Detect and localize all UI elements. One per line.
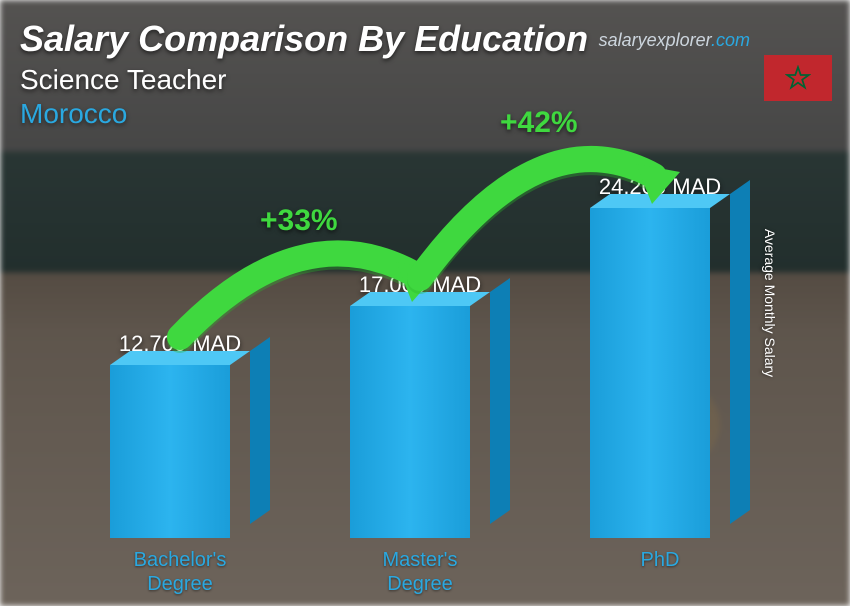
country-flag bbox=[764, 55, 832, 101]
chart-container: Salary Comparison By Education Science T… bbox=[0, 0, 850, 606]
flag-star-icon bbox=[785, 65, 811, 91]
bar-x-label: Master'sDegree bbox=[383, 548, 458, 596]
site-watermark: salaryexplorer.com bbox=[599, 30, 750, 51]
bar-side-face bbox=[730, 180, 750, 524]
bar-front-face bbox=[110, 365, 230, 538]
increment-percent: +42% bbox=[500, 106, 578, 140]
subtitle-job: Science Teacher bbox=[20, 64, 830, 96]
site-name: salaryexplorer bbox=[599, 30, 711, 50]
site-tld: .com bbox=[711, 30, 750, 50]
increment-percent: +33% bbox=[260, 204, 338, 238]
bar-x-label: PhD bbox=[641, 548, 680, 596]
bar-x-label: Bachelor'sDegree bbox=[134, 548, 227, 596]
bar bbox=[110, 365, 250, 538]
